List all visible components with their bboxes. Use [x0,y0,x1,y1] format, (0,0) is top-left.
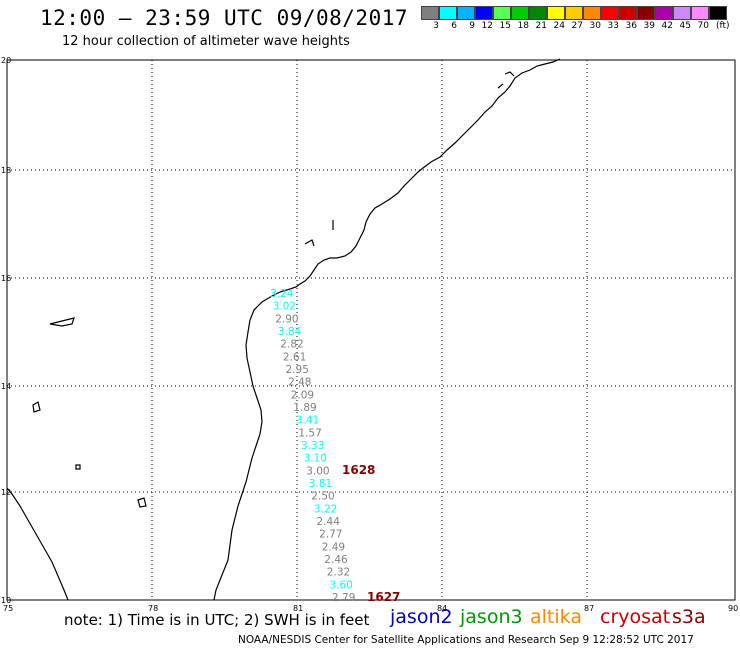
map-frame [6,59,736,601]
legend-label: 45 [679,21,691,31]
island [75,464,81,470]
legend-label: 39 [643,21,655,31]
lat-tick-label: 12 [1,488,11,497]
wave-height-value: 3.41 [296,415,319,427]
lat-tick-label: 18 [1,166,11,175]
lat-tick-label: 10 [1,596,11,605]
lat-tick-label: 20 [1,56,11,65]
legend-label: 6 [451,21,457,31]
legend-swatch [439,6,457,20]
pass-time-labels: 1628 1627 [342,463,400,604]
lon-tick-label: 84 [437,604,447,613]
wave-height-value: 2.82 [280,339,303,351]
wave-height-value: 3.22 [314,503,337,515]
wave-height-value: 3.81 [309,478,332,490]
legend-label: 21 [535,21,547,31]
lon-tick-label: 75 [3,604,13,613]
legend-swatch [691,6,709,20]
wave-height-readings: 3.243.022.903.842.822.612.952.482.091.89… [270,288,355,604]
legend-swatch [511,6,529,20]
pass-time-label: 1627 [367,590,400,604]
wave-height-value: 3.60 [329,579,352,591]
legend-label: 27 [571,21,583,31]
wave-height-value: 3.24 [270,288,294,300]
footer-note: note: 1) Time is in UTC; 2) SWH is in fe… [64,611,370,629]
page-title: 12:00 – 23:59 UTC 09/08/2017 [40,6,409,30]
lon-tick-label: 81 [293,604,303,613]
wave-height-value: 3.00 [306,465,329,477]
wave-height-value: 3.33 [301,440,324,452]
coastline-india-east [289,58,561,290]
lat-tick-label: 16 [1,274,11,283]
legend-label: 30 [589,21,601,31]
color-legend [421,6,727,20]
legend-label: 9 [469,21,475,31]
wave-height-value: 2.48 [288,377,311,389]
wave-height-value: 2.32 [327,567,350,579]
wave-height-value: 2.50 [311,491,334,503]
legend-label: 70 [697,21,709,31]
coastline-west [6,487,69,601]
island [32,401,41,413]
legend-swatch [565,6,583,20]
legend-label: 18 [517,21,529,31]
legend-swatch [529,6,547,20]
page-subtitle: 12 hour collection of altimeter wave hei… [62,34,350,49]
wave-height-value: 2.95 [286,364,309,376]
legend-swatch [493,6,511,20]
legend-label: 15 [499,21,511,31]
wave-height-value: 2.49 [322,541,345,553]
legend-label: 42 [661,21,673,31]
legend-swatch [655,6,673,20]
legend-swatch [547,6,565,20]
lon-tick-label: 78 [148,604,158,613]
wave-height-value: 2.09 [291,389,314,401]
wave-height-value: 2.90 [275,313,298,325]
color-legend-labels: 3 6 9 12 15 18 21 24 27 30 33 36 39 42 45 70 [421,21,727,31]
legend-swatch [673,6,691,20]
wave-height-value: 1.57 [298,427,321,439]
legend-swatch [457,6,475,20]
satellite-cryosat: cryosat [600,606,671,628]
wave-height-value: 3.02 [273,301,296,313]
wave-height-value: 1.89 [293,402,316,414]
satellite-s3a: s3a [672,606,706,628]
legend-swatch [619,6,637,20]
lon-tick-label: 87 [584,604,594,613]
credit-line: NOAA/NESDIS Center for Satellite Applica… [238,634,694,646]
legend-label: 36 [625,21,637,31]
legend-label: 3 [433,21,439,31]
map-grid: 75 78 81 84 87 90 20 18 16 14 12 10 [1,56,738,613]
wave-height-value: 2.77 [319,529,342,541]
coastline-detail [304,71,515,247]
pass-time-label: 1628 [342,463,375,477]
legend-swatch [637,6,655,20]
satellite-altika: altika [530,606,582,628]
wave-height-value: 2.61 [283,351,306,363]
legend-unit: (ft) [716,21,730,31]
wave-height-value: 2.46 [324,554,348,566]
legend-swatch [421,6,439,20]
legend-label: 24 [553,21,565,31]
wave-height-value: 3.84 [278,326,302,338]
legend-swatch [475,6,493,20]
coastline-south [213,288,291,601]
satellite-jason2: jason2 [390,606,453,628]
island [137,497,147,508]
wave-height-value: 2.44 [317,516,341,528]
lon-tick-label: 90 [728,604,738,613]
wave-height-value: 2.79 [332,592,355,604]
legend-swatch [583,6,601,20]
island [49,317,75,327]
legend-swatch [709,6,727,20]
wave-height-value: 3.10 [304,453,327,465]
legend-label: 33 [607,21,619,31]
lat-tick-label: 14 [1,382,11,391]
legend-swatch [601,6,619,20]
satellite-jason3: jason3 [460,606,523,628]
legend-label: 12 [481,21,493,31]
